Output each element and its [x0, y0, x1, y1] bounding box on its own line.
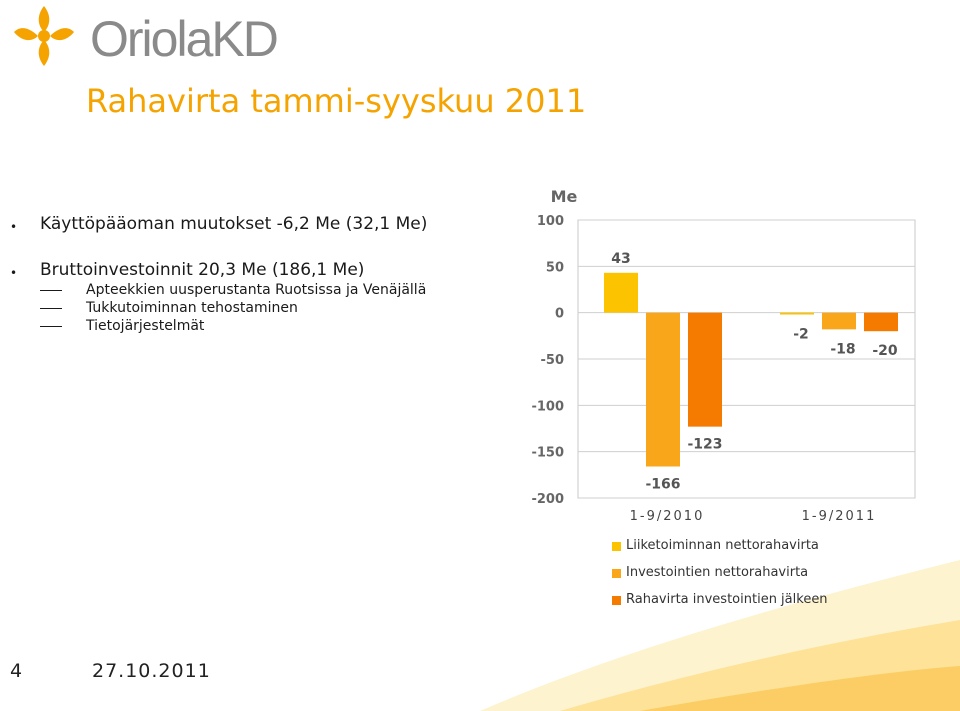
- data-label: -123: [687, 437, 722, 453]
- bar: [780, 312, 814, 315]
- bullet-item: • Bruttoinvestoinnit 20,3 Me (186,1 Me): [10, 260, 520, 282]
- slide-title: Rahavirta tammi-syyskuu 2011: [86, 82, 587, 120]
- legend-label: Rahavirta investointien jälkeen: [626, 592, 828, 607]
- bullet-item: • Käyttöpääoman muutokset -6,2 Me (32,1 …: [10, 214, 520, 260]
- bullet-text: Bruttoinvestoinnit 20,3 Me (186,1 Me): [40, 260, 365, 280]
- sub-bullet-text: Apteekkien uusperustanta Ruotsissa ja Ve…: [86, 282, 427, 298]
- bullet-text: Käyttöpääoman muutokset -6,2 Me (32,1 Me…: [40, 214, 428, 234]
- oriola-star-logo-icon: [14, 6, 74, 66]
- sub-bullet-item: Tukkutoiminnan tehostaminen: [10, 300, 520, 318]
- bullet-dot-icon: •: [10, 266, 18, 280]
- sub-bullet-item: Apteekkien uusperustanta Ruotsissa ja Ve…: [10, 282, 520, 300]
- bar: [822, 312, 856, 330]
- bullet-dot-icon: •: [10, 220, 18, 234]
- data-label: 43: [611, 251, 630, 267]
- bar: [604, 272, 638, 313]
- y-tick-label: -100: [531, 399, 564, 414]
- x-tick-label: 1-9/2010: [630, 509, 705, 524]
- legend-label: Investointien nettorahavirta: [626, 565, 809, 580]
- cash-flow-bar-chart: 100 50 0 -50 -100 -150 -200 Me 43 -166 -123 -2 -18 -2…: [531, 187, 916, 524]
- dash-icon: [40, 326, 62, 327]
- data-label: -166: [645, 476, 680, 492]
- y-tick-label: 100: [537, 214, 564, 229]
- x-tick-label: 1-9/2011: [802, 509, 877, 524]
- y-axis-label: Me: [551, 187, 578, 206]
- dash-icon: [40, 290, 62, 291]
- sub-bullet-text: Tukkutoiminnan tehostaminen: [86, 300, 298, 316]
- company-logo: OriolaKD: [10, 2, 310, 70]
- y-tick-label: 0: [555, 307, 564, 322]
- bullet-list: • Käyttöpääoman muutokset -6,2 Me (32,1 …: [10, 214, 520, 336]
- y-tick-label: -50: [541, 353, 565, 368]
- y-tick-label: -150: [531, 446, 564, 461]
- legend-swatch: [612, 569, 621, 578]
- legend-swatch: [612, 542, 621, 551]
- bar: [864, 312, 898, 332]
- y-tick-label: -200: [531, 492, 564, 507]
- y-tick-label: 50: [546, 260, 564, 275]
- bar: [646, 312, 680, 467]
- bar: [688, 312, 722, 427]
- footer-date: 27.10.2011: [92, 660, 211, 682]
- data-label: -2: [793, 327, 809, 343]
- sub-bullet-item: Tietojärjestelmät: [10, 318, 520, 336]
- legend-swatch: [612, 596, 621, 605]
- logo-text: OriolaKD: [90, 11, 279, 67]
- data-label: -20: [872, 343, 898, 359]
- data-label: -18: [830, 341, 855, 357]
- page-number: 4: [10, 660, 23, 682]
- legend-label: Liiketoiminnan nettorahavirta: [626, 538, 819, 553]
- dash-icon: [40, 308, 62, 309]
- sub-bullet-text: Tietojärjestelmät: [86, 318, 205, 334]
